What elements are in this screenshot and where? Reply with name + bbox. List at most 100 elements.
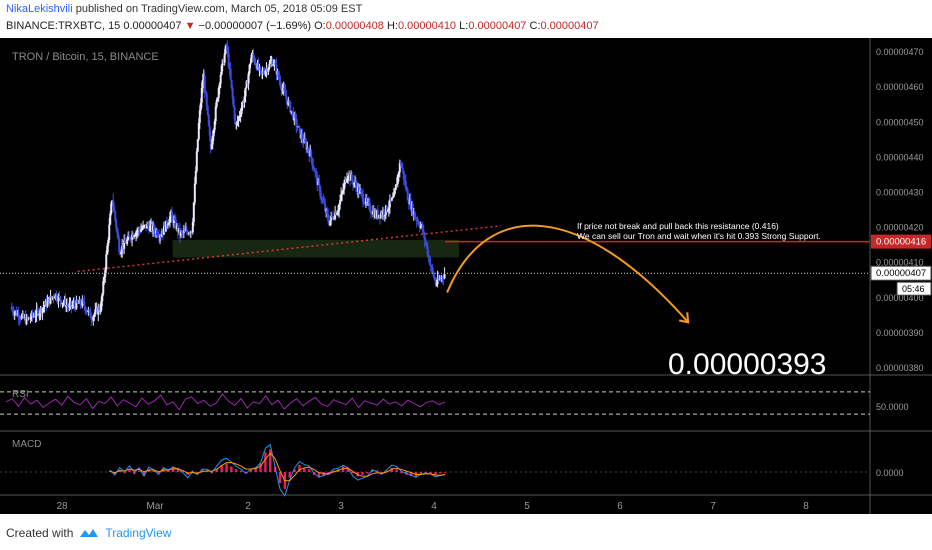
- x-tick-label: 6: [617, 501, 623, 512]
- candle-body: [76, 300, 79, 303]
- candle-body: [227, 52, 230, 68]
- candle-body: [92, 316, 95, 321]
- macd-histogram-bar: [249, 469, 253, 472]
- candle-body: [101, 293, 104, 302]
- x-tick-label: 3: [338, 501, 344, 512]
- macd-histogram-bar: [434, 472, 437, 475]
- candle-body: [38, 313, 41, 316]
- candle-body: [199, 102, 202, 111]
- candle-body: [329, 220, 332, 226]
- candle-body: [206, 105, 209, 115]
- candle-body: [170, 211, 173, 217]
- brand-link[interactable]: TradingView: [105, 526, 172, 540]
- candle-body: [283, 87, 286, 92]
- macd-histogram-bar: [225, 463, 228, 472]
- support-zone: [172, 239, 460, 258]
- macd-histogram-bar: [332, 470, 335, 472]
- candle-body: [399, 162, 402, 165]
- rsi-value: 50.0000: [876, 402, 909, 412]
- close-value: 0.00000407: [540, 20, 599, 32]
- macd-histogram-bar: [152, 470, 155, 472]
- macd-histogram-bar: [278, 472, 282, 484]
- candle-body: [271, 61, 274, 66]
- candle-body: [89, 309, 92, 318]
- candle-body: [231, 87, 234, 99]
- projection-arc: [446, 224, 689, 324]
- candle-body: [280, 86, 283, 91]
- x-tick-label: Mar: [146, 501, 164, 512]
- candle-body: [367, 201, 370, 204]
- candle-body: [156, 235, 159, 237]
- candle-body: [59, 296, 62, 301]
- candle-body: [279, 80, 282, 87]
- candle-body: [238, 115, 241, 118]
- candle-body: [334, 212, 337, 219]
- y-tick-label: 0.00000430: [876, 187, 924, 197]
- price-chart[interactable]: TRON / Bitcoin, 15, BINANCE 0.000004700.…: [0, 38, 932, 518]
- candle-body: [339, 200, 342, 205]
- candle-body: [116, 228, 119, 233]
- rsi-label: RSI: [12, 389, 29, 400]
- candle-body: [211, 136, 214, 145]
- candle-body: [392, 193, 395, 198]
- created-with-text: Created with: [6, 526, 74, 540]
- candle-body: [310, 150, 313, 159]
- candle-body: [318, 181, 321, 187]
- macd-histogram-bar: [298, 465, 301, 472]
- candle-body: [142, 225, 145, 229]
- symbol-label: BINANCE:TRXBTC, 15: [6, 20, 121, 32]
- candle-body: [174, 219, 177, 229]
- candle-body: [28, 317, 31, 319]
- countdown-bg: [896, 281, 932, 296]
- candle-body: [75, 300, 78, 309]
- candle-body: [403, 179, 406, 181]
- current-price-tag: 0.00000407 05:46: [870, 265, 932, 296]
- candle-body: [382, 211, 385, 216]
- candle-body: [237, 117, 240, 122]
- down-arrow-icon: ▼: [184, 20, 196, 32]
- candle-body: [93, 314, 96, 317]
- macd-histogram-bar: [395, 469, 398, 472]
- author-link[interactable]: NikaLekishvili: [6, 3, 73, 15]
- candle-body: [172, 219, 175, 224]
- close-label: C:: [529, 20, 541, 32]
- published-text: published on TradingView.com, March 05, …: [75, 3, 363, 15]
- candle-body: [260, 70, 263, 73]
- candle-body: [207, 114, 210, 126]
- candle-body: [241, 102, 244, 108]
- candle-body: [49, 295, 52, 304]
- candle-body: [43, 305, 46, 308]
- macd-histogram-bar: [346, 467, 350, 472]
- candle-body: [219, 74, 222, 84]
- candle-body: [429, 264, 432, 267]
- macd-histogram-bar: [230, 466, 233, 472]
- macd-histogram-bar: [288, 472, 291, 478]
- candle-body: [248, 64, 251, 74]
- candle-body: [233, 107, 236, 120]
- candle-body: [274, 62, 277, 65]
- current-tag-bg: [870, 265, 932, 281]
- candle-body: [442, 277, 445, 279]
- candle-body: [212, 129, 215, 137]
- candle-body: [117, 232, 120, 240]
- y-tick-label: 0.00000420: [876, 223, 924, 233]
- candle-body: [216, 97, 219, 101]
- chart-title: TRON / Bitcoin, 15, BINANCE: [12, 51, 159, 63]
- candle-body: [322, 198, 325, 202]
- countdown-text: 05:46: [902, 284, 925, 294]
- x-tick-label: 4: [431, 501, 437, 512]
- candle-body: [262, 71, 265, 74]
- high-value: 0.00000410: [397, 20, 457, 32]
- candle-body: [131, 234, 134, 240]
- candle-body: [214, 106, 217, 122]
- candle-body: [200, 88, 203, 103]
- candle-body: [417, 221, 420, 225]
- candle-body: [105, 254, 108, 270]
- candle-body: [423, 232, 426, 241]
- price-candles: [10, 40, 446, 326]
- macd-histogram-bar: [429, 472, 432, 474]
- candle-body: [60, 300, 63, 305]
- candle-body: [434, 279, 437, 285]
- candle-body: [424, 240, 427, 244]
